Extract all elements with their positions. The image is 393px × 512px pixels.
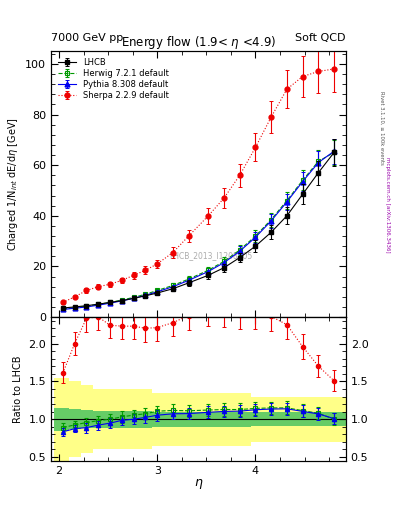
Text: mcplots.cern.ch [arXiv:1306.3436]: mcplots.cern.ch [arXiv:1306.3436] (385, 157, 389, 252)
X-axis label: $\eta$: $\eta$ (194, 477, 203, 491)
Legend: LHCB, Herwig 7.2.1 default, Pythia 8.308 default, Sherpa 2.2.9 default: LHCB, Herwig 7.2.1 default, Pythia 8.308… (55, 55, 171, 102)
Title: Energy flow (1.9< $\eta$ <4.9): Energy flow (1.9< $\eta$ <4.9) (121, 34, 276, 51)
Text: Rivet 3.1.10, ≥ 100k events: Rivet 3.1.10, ≥ 100k events (380, 91, 384, 165)
Y-axis label: Charged 1/N$_{int}$ dE/d$\eta$ [GeV]: Charged 1/N$_{int}$ dE/d$\eta$ [GeV] (6, 117, 20, 251)
Text: 7000 GeV pp: 7000 GeV pp (51, 33, 123, 43)
Text: LHCB_2013_I1208105: LHCB_2013_I1208105 (169, 251, 252, 261)
Y-axis label: Ratio to LHCB: Ratio to LHCB (13, 355, 23, 423)
Text: Soft QCD: Soft QCD (296, 33, 346, 43)
